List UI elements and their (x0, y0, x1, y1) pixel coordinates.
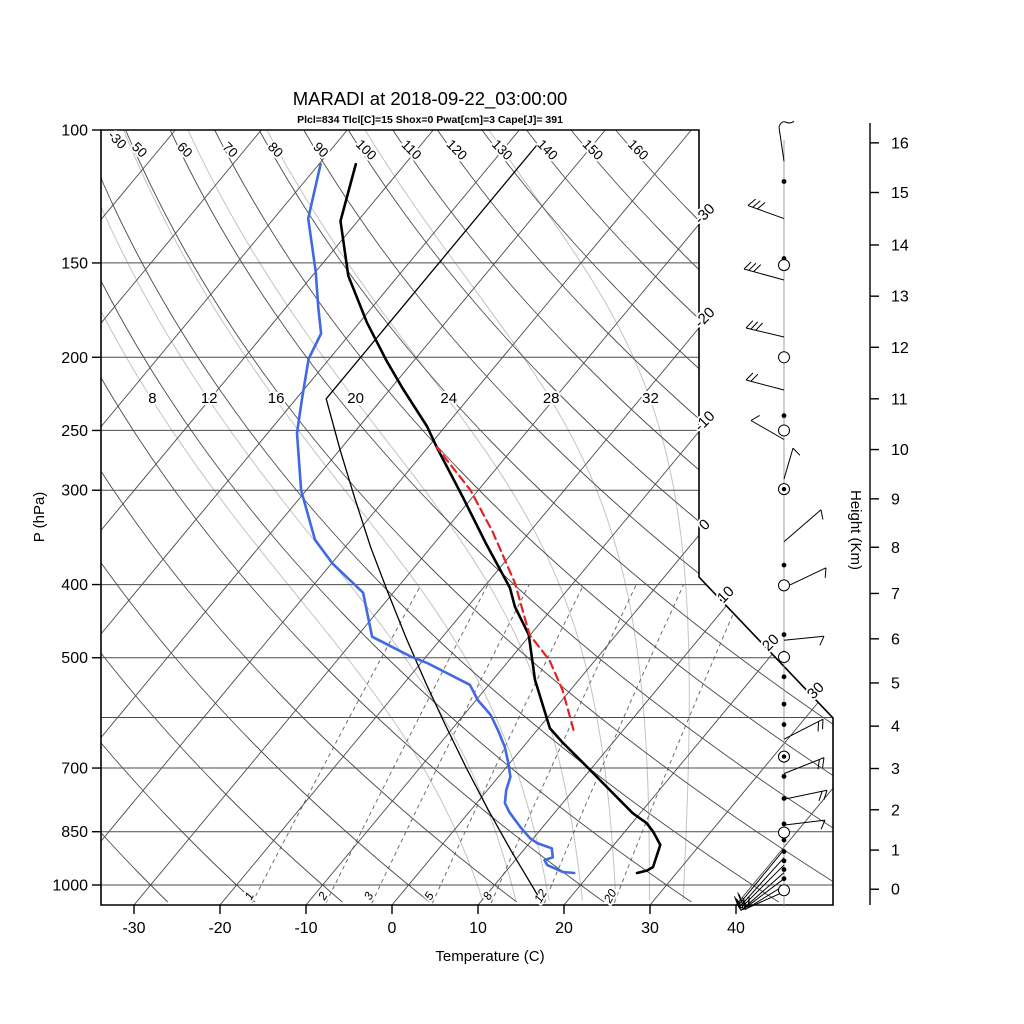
dewpoint-curve (295, 162, 576, 875)
svg-text:300: 300 (61, 483, 88, 500)
svg-text:1: 1 (241, 890, 256, 903)
svg-text:12: 12 (891, 340, 909, 357)
svg-text:6: 6 (891, 631, 900, 648)
svg-text:90: 90 (310, 139, 331, 160)
parcel_cape-curve (435, 446, 575, 731)
svg-text:60: 60 (174, 139, 195, 160)
svg-text:100: 100 (61, 123, 88, 140)
svg-text:40: 40 (727, 920, 745, 937)
svg-text:130: 130 (489, 137, 516, 164)
svg-text:400: 400 (61, 577, 88, 594)
svg-text:15: 15 (891, 185, 909, 202)
pressure-axis-label: P (hPa) (31, 492, 48, 543)
svg-text:12: 12 (201, 390, 218, 407)
svg-text:8: 8 (891, 540, 900, 557)
svg-text:10: 10 (469, 920, 487, 937)
svg-text:11: 11 (891, 391, 908, 408)
temperature-curve (339, 162, 662, 875)
svg-text:150: 150 (61, 255, 88, 272)
svg-text:700: 700 (61, 761, 88, 778)
svg-text:1000: 1000 (52, 878, 88, 895)
svg-text:500: 500 (61, 650, 88, 667)
svg-text:120: 120 (444, 137, 471, 164)
svg-text:10: 10 (714, 583, 738, 607)
svg-text:20: 20 (555, 920, 573, 937)
svg-text:16: 16 (268, 390, 285, 407)
svg-text:80: 80 (265, 139, 286, 160)
svg-text:140: 140 (534, 137, 561, 164)
svg-text:0: 0 (388, 920, 397, 937)
svg-text:200: 200 (61, 350, 88, 367)
svg-text:850: 850 (61, 824, 88, 841)
svg-text:5: 5 (421, 889, 437, 902)
svg-text:100: 100 (353, 137, 380, 164)
svg-text:-10: -10 (294, 920, 317, 937)
svg-text:-20: -20 (691, 304, 718, 331)
svg-text:160: 160 (625, 137, 652, 164)
thermo-indices-line: Plcl=834 Tlcl[C]=15 Shox=0 Pwat[cm]=3 Ca… (297, 114, 563, 126)
svg-text:10: 10 (891, 442, 909, 459)
svg-text:30: 30 (804, 679, 828, 703)
svg-text:70: 70 (220, 139, 241, 160)
svg-text:1: 1 (891, 843, 900, 860)
svg-text:5: 5 (891, 675, 900, 692)
svg-text:32: 32 (642, 390, 659, 407)
plot-frame (100, 129, 834, 906)
svg-text:-20: -20 (208, 920, 231, 937)
svg-text:2: 2 (315, 889, 331, 903)
chart-title: MARADI at 2018-09-22_03:00:00 (293, 88, 568, 110)
wind-barb-column (734, 120, 828, 912)
background-line-labels: 50 60 70 80 90 100 110 120 130 140 150 160403020100… (103, 126, 830, 909)
svg-text:7: 7 (891, 586, 900, 603)
svg-text:2: 2 (891, 802, 900, 819)
svg-text:-30: -30 (122, 920, 145, 937)
svg-text:16: 16 (891, 135, 909, 152)
svg-text:20: 20 (347, 390, 364, 407)
sounding-curves (295, 145, 662, 896)
height-axis-label: Height (Km) (847, 490, 864, 570)
svg-text:4: 4 (891, 719, 900, 736)
svg-text:20: 20 (759, 631, 783, 655)
svg-text:30: 30 (641, 920, 659, 937)
svg-text:24: 24 (440, 390, 457, 407)
svg-text:28: 28 (543, 390, 560, 407)
svg-text:8: 8 (148, 390, 156, 407)
svg-text:3: 3 (891, 761, 900, 778)
temperature-axis-label: Temperature (C) (435, 948, 544, 965)
svg-text:13: 13 (891, 289, 909, 306)
svg-text:20: 20 (600, 886, 619, 906)
skewt-background (101, 130, 833, 905)
standard_atmosphere-curve (325, 145, 538, 896)
svg-text:110: 110 (399, 137, 425, 163)
svg-text:-30: -30 (691, 200, 718, 227)
svg-text:0: 0 (891, 882, 900, 899)
svg-text:250: 250 (61, 423, 88, 440)
svg-text:3: 3 (361, 889, 377, 902)
svg-text:150: 150 (580, 137, 607, 164)
svg-text:50: 50 (129, 139, 150, 160)
svg-text:9: 9 (891, 491, 900, 508)
svg-text:14: 14 (891, 237, 909, 254)
